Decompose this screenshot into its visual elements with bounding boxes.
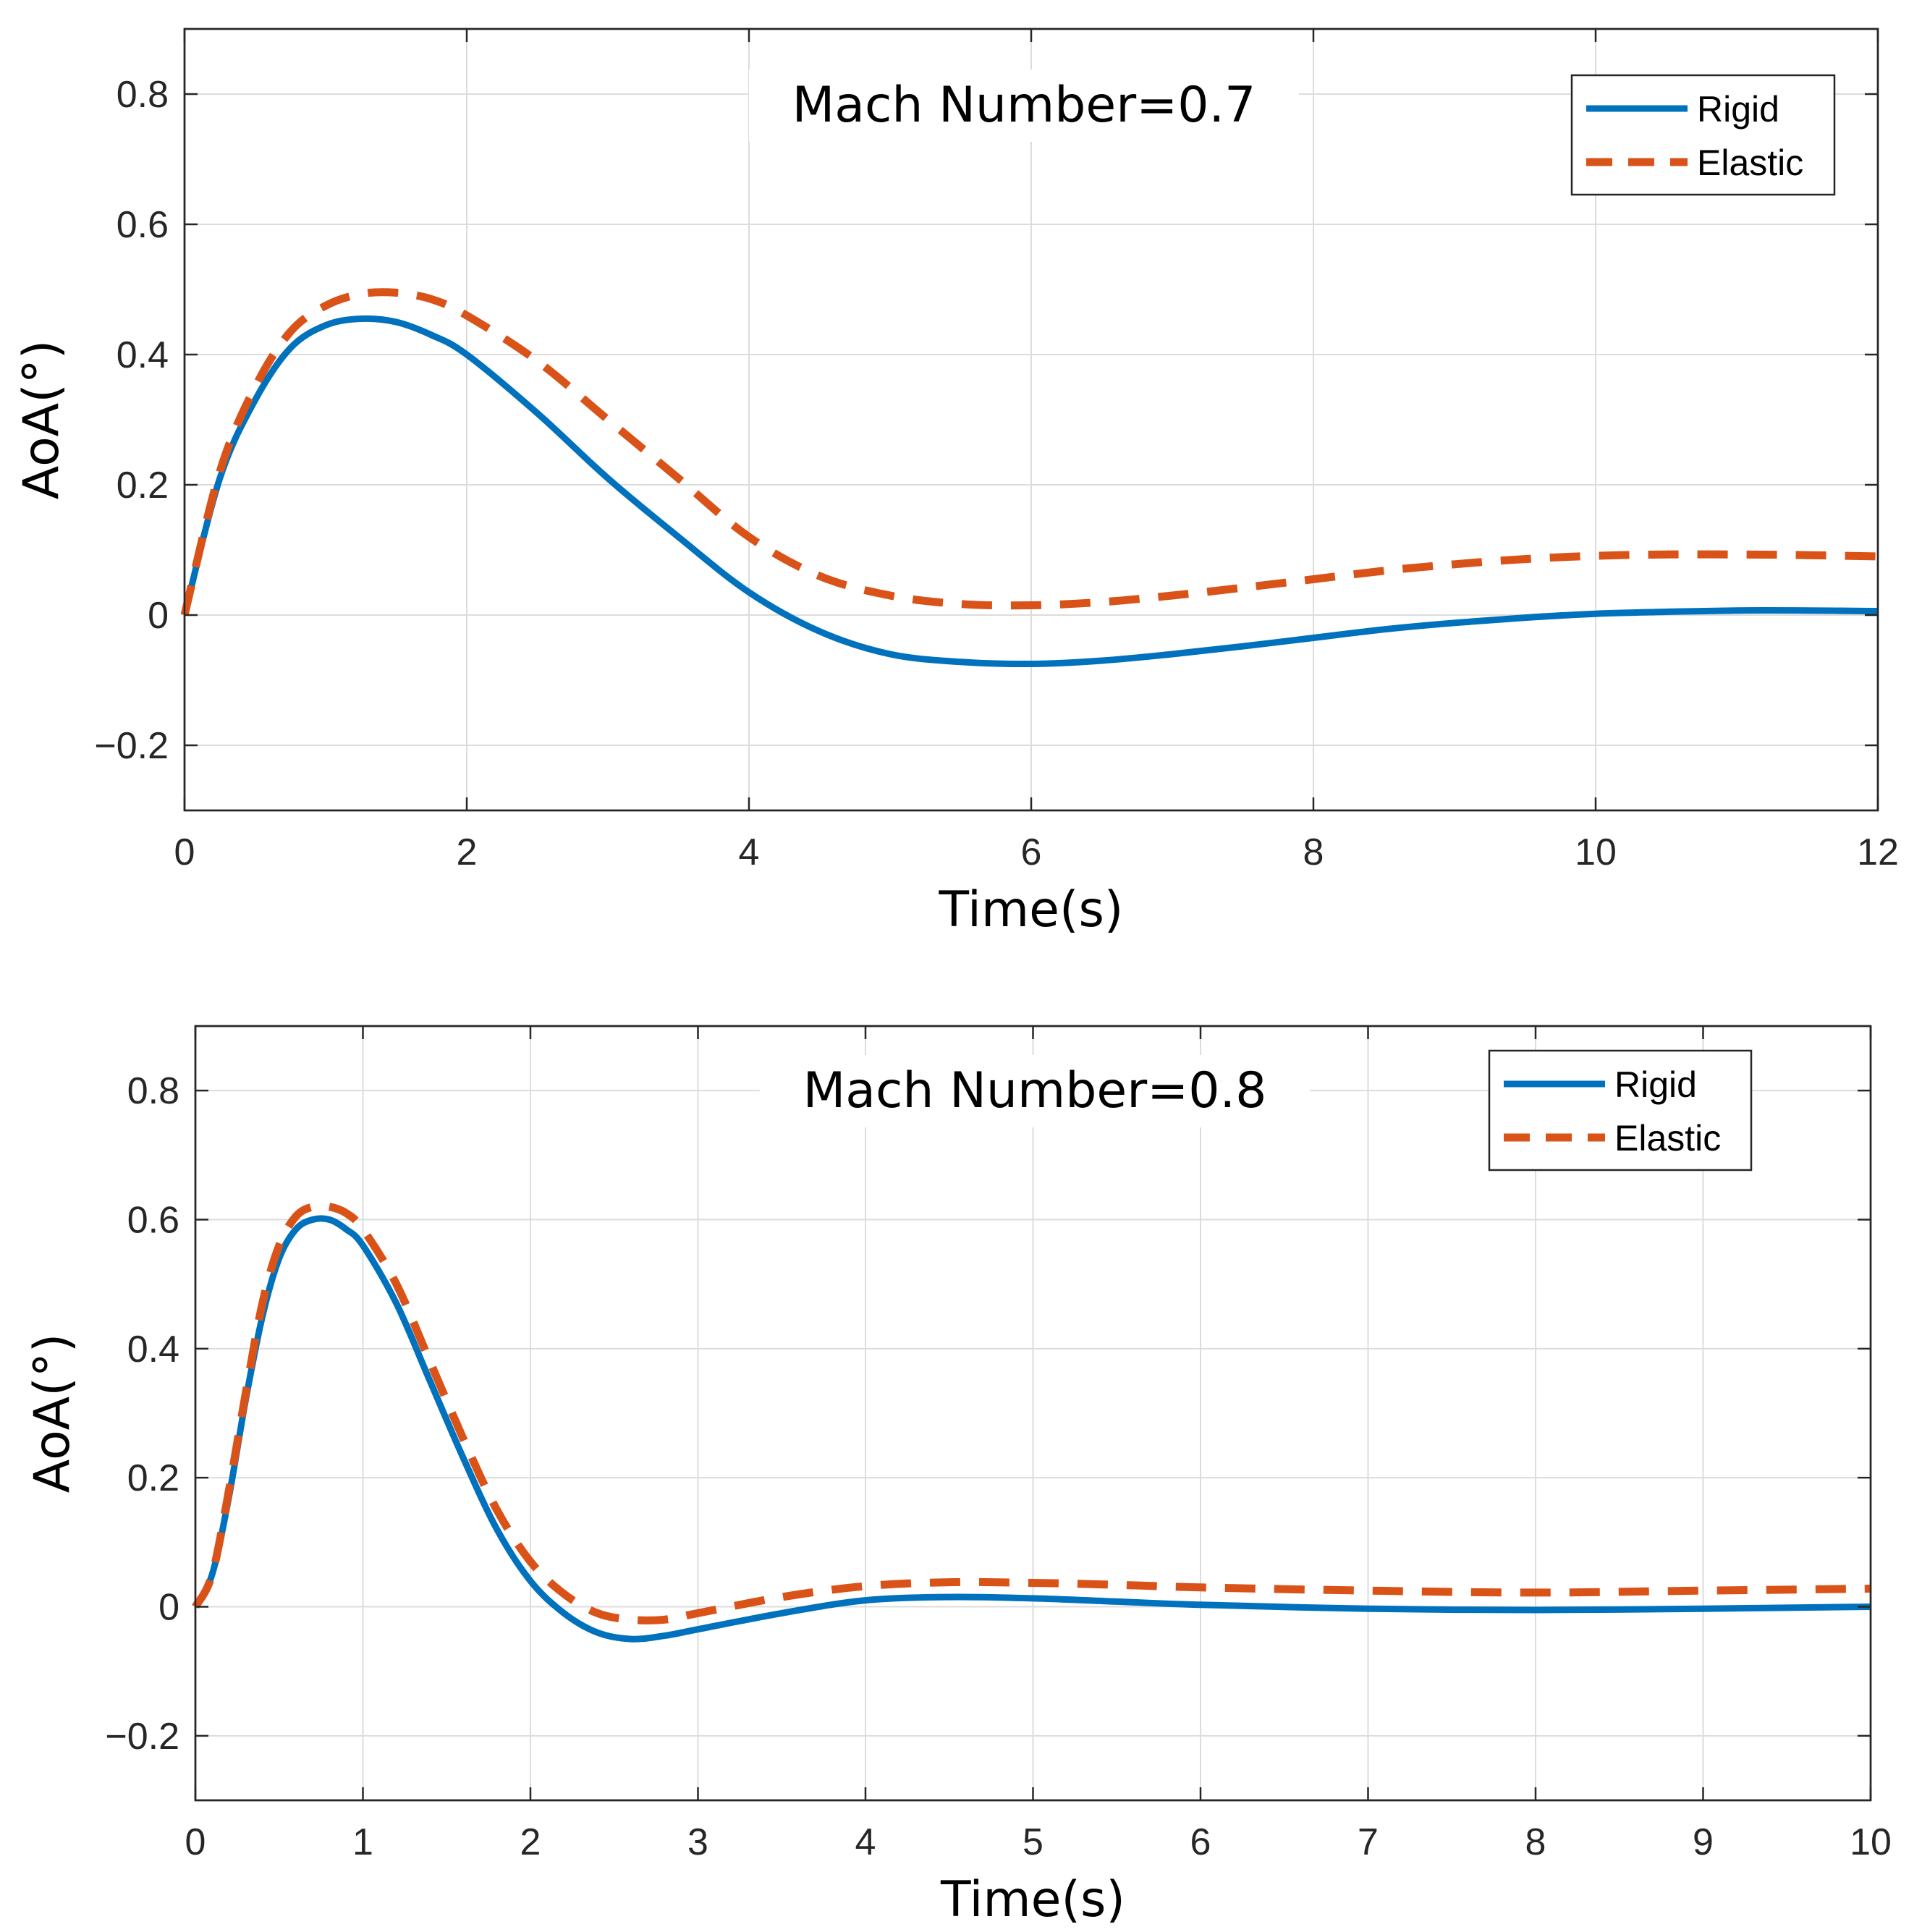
y-tick-label: 0.2 <box>117 465 169 507</box>
x-tick-label: 9 <box>1693 1821 1714 1863</box>
legend-label-rigid: Rigid <box>1697 89 1779 130</box>
x-axis-label: Time(s) <box>940 1871 1125 1928</box>
chart-mach-0.8: 0 1 2 3 4 5 6 7 8 9 10 −0.2 0 0.2 0.4 0.6 0.8 Time(s) AoA(… <box>24 1025 1892 1928</box>
y-tick-label: 0.6 <box>117 204 169 246</box>
legend-label-rigid: Rigid <box>1614 1064 1697 1105</box>
y-tick-label: 0.8 <box>117 74 169 116</box>
legend-box <box>1570 74 1836 196</box>
x-tick-label: 4 <box>739 831 760 873</box>
x-tick-label: 3 <box>687 1821 708 1863</box>
x-tick-label: 10 <box>1575 831 1617 873</box>
series-line-rigid <box>192 1215 1871 1643</box>
legend: Rigid Elastic <box>1488 1049 1753 1172</box>
x-tick-label: 10 <box>1850 1821 1892 1863</box>
legend-box <box>1488 1049 1753 1172</box>
legend: Rigid Elastic <box>1570 74 1836 196</box>
annotation-background <box>749 69 1299 142</box>
chart-mach-0.7: 0 2 4 6 8 10 12 −0.2 0 0.2 0.4 0.6 0.8 Time(s) AoA(°) M… <box>13 27 1899 939</box>
y-tick-label: −0.2 <box>105 1716 179 1758</box>
y-axis-label: AoA(°) <box>24 1334 81 1494</box>
x-tick-label: 2 <box>520 1821 541 1863</box>
series-line-rigid <box>181 315 1879 668</box>
y-tick-label: 0.4 <box>117 334 169 376</box>
x-tick-label: 5 <box>1023 1821 1043 1863</box>
annotation-background <box>760 1055 1310 1127</box>
y-tick-label: 0 <box>148 595 169 637</box>
y-tick-label: −0.2 <box>94 725 169 767</box>
y-tick-label: 0.4 <box>127 1329 179 1370</box>
x-tick-label: 0 <box>174 831 195 873</box>
legend-label-elastic: Elastic <box>1697 143 1803 183</box>
legend-label-elastic: Elastic <box>1614 1118 1721 1158</box>
x-tick-label: 6 <box>1021 831 1042 873</box>
mach-number-annotation: Mach Number=0.8 <box>803 1062 1267 1119</box>
x-tick-label: 1 <box>352 1821 373 1863</box>
mach-number-annotation: Mach Number=0.7 <box>792 77 1256 134</box>
x-tick-label: 6 <box>1190 1821 1211 1863</box>
x-axis-label: Time(s) <box>939 881 1124 939</box>
x-tick-label: 12 <box>1857 831 1899 873</box>
y-tick-label: 0.8 <box>127 1070 179 1112</box>
series-line-elastic <box>192 1201 1871 1624</box>
x-tick-label: 2 <box>457 831 478 873</box>
x-tick-label: 7 <box>1358 1821 1379 1863</box>
x-tick-label: 8 <box>1303 831 1324 873</box>
series-line-elastic <box>180 288 1879 617</box>
x-tick-label: 4 <box>855 1821 876 1863</box>
y-axis-label: AoA(°) <box>13 340 70 500</box>
y-tick-label: 0.6 <box>127 1200 179 1242</box>
x-tick-label: 8 <box>1525 1821 1546 1863</box>
y-tick-label: 0.2 <box>127 1457 179 1499</box>
x-tick-label: 0 <box>185 1821 206 1863</box>
y-tick-label: 0 <box>158 1587 179 1629</box>
